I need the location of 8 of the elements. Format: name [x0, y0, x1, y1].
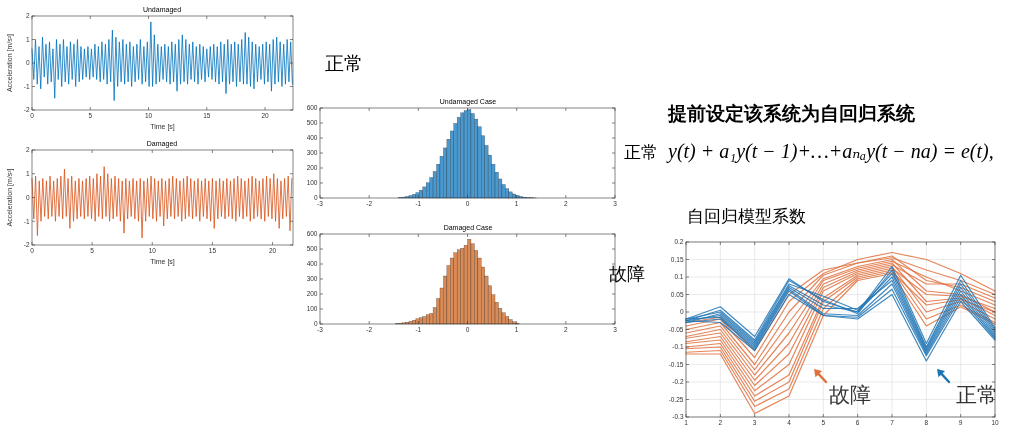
text: 提前设定该系统为自回归系统 — [667, 103, 916, 124]
chart-title: 自回归模型系数 — [687, 207, 806, 226]
text: y(t) + a₁y(t − 1)+…+aₙₐy(t − na) = e(t), — [666, 140, 994, 163]
annotation: 故障 — [829, 383, 871, 406]
text: 正常 — [325, 53, 363, 74]
text: 正常 — [624, 143, 658, 162]
annotation: 正常 — [956, 383, 998, 406]
annotation: 故障 — [609, 264, 645, 284]
